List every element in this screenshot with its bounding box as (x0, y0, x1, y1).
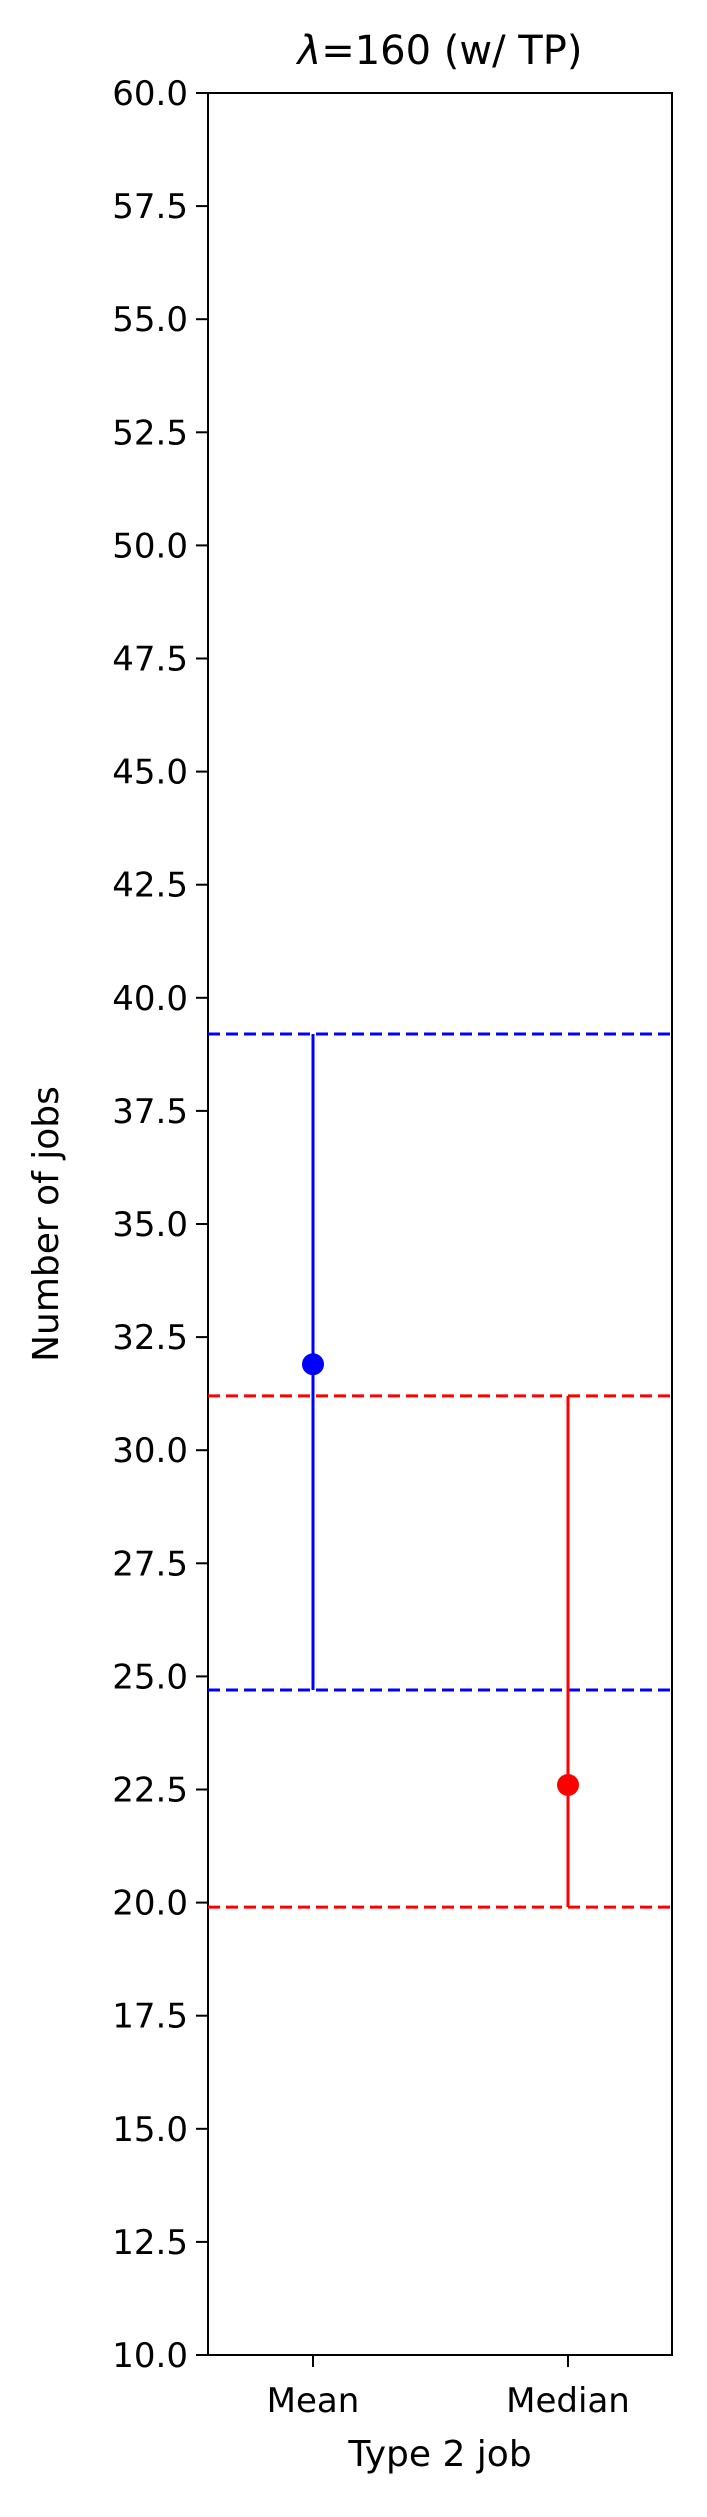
x-tick-label: Median (506, 2381, 630, 2421)
y-tick-label: 25.0 (112, 1657, 188, 1697)
y-tick-label: 20.0 (112, 1884, 188, 1924)
y-tick-label: 22.5 (112, 1771, 188, 1811)
y-tick-label: 55.0 (112, 300, 188, 340)
y-tick-label: 57.5 (112, 187, 188, 227)
y-tick-group: 10.0 12.5 15.0 17.5 20.0 22.5 25.0 27.5 30.0 32.5… (112, 74, 208, 2376)
data-point-mean (302, 1353, 324, 1376)
y-tick-label: 42.5 (112, 866, 188, 906)
y-tick-label: 12.5 (112, 2223, 188, 2263)
y-tick-label: 32.5 (112, 1318, 188, 1358)
y-tick-label: 47.5 (112, 640, 188, 680)
x-tick-group: Mean Median (267, 2355, 630, 2421)
data-point-median (557, 1773, 579, 1796)
x-axis-label: Type 2 job (347, 2434, 531, 2475)
title-rest: =160 (w/ TP) (321, 28, 582, 74)
y-tick-label: 15.0 (112, 2110, 188, 2150)
y-tick-label: 17.5 (112, 1997, 188, 2037)
y-tick-label: 37.5 (112, 1092, 188, 1132)
y-tick-label: 40.0 (112, 979, 188, 1019)
data-marks (208, 1032, 672, 1909)
y-tick-label: 60.0 (112, 74, 188, 114)
title-symbol: λ (296, 28, 322, 74)
y-tick-label: 10.0 (112, 2336, 188, 2376)
y-tick-label: 30.0 (112, 1431, 188, 1471)
x-tick-label: Mean (267, 2381, 360, 2421)
y-tick-label: 50.0 (112, 526, 188, 566)
y-axis-label: Number of jobs (26, 1086, 67, 1362)
chart-title: λ=160 (w/ TP) (296, 28, 583, 74)
y-tick-label: 27.5 (112, 1544, 188, 1584)
y-tick-label: 45.0 (112, 753, 188, 793)
y-tick-label: 35.0 (112, 1205, 188, 1245)
y-tick-label: 52.5 (112, 413, 188, 453)
